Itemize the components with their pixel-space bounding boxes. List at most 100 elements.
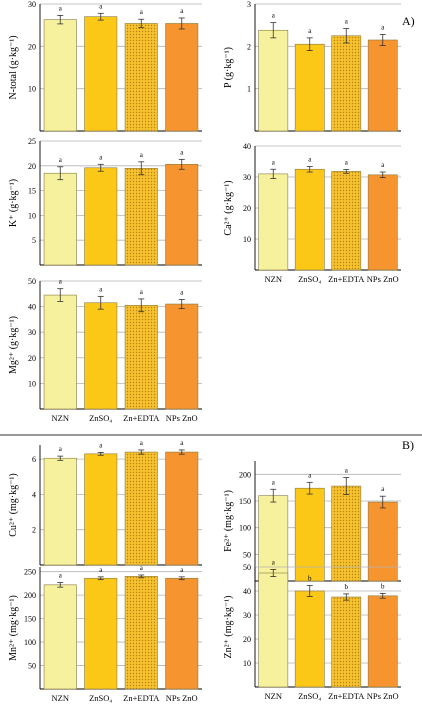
y-axis-label: Zn²⁺ (mg·kg⁻¹) xyxy=(223,596,234,659)
category-label: NPs ZnO xyxy=(367,691,399,701)
ytick-label: 40 xyxy=(28,303,36,312)
chart-n-total: 10 20 30 a a a a N-total (g·kg⁻¹) xyxy=(8,0,202,132)
significance-letter: a xyxy=(59,445,63,453)
significance-letter: a xyxy=(99,566,103,574)
ytick-label: 3 xyxy=(247,0,251,9)
bar xyxy=(124,576,158,690)
chart-k: 5 10 15 20 25 a a a a K⁺ (g·kg⁻¹) xyxy=(8,137,202,266)
ytick-label: 200 xyxy=(24,591,36,600)
category-label: Zn+EDTA xyxy=(123,693,160,703)
chart-mg: 10 20 30 40 50 a NZN a ZnSO₄ a Zn+EDTA a NPs ZnO Mg²⁺… xyxy=(8,277,202,423)
y-axis-label: Fe²⁺ (mg·kg⁻¹) xyxy=(223,490,234,552)
significance-letter: a xyxy=(345,18,349,26)
significance-letter: a xyxy=(59,4,63,12)
bar xyxy=(294,590,325,688)
significance-letter: a xyxy=(140,8,144,16)
ytick-label: 5 xyxy=(32,236,36,245)
category-label: ZnSO₄ xyxy=(298,691,321,701)
bar xyxy=(43,294,77,410)
category-label: ZnSO₄ xyxy=(298,274,321,284)
significance-letter: a xyxy=(272,478,276,486)
category-label: Zn+EDTA xyxy=(123,413,160,423)
ytick-label: 20 xyxy=(28,42,36,51)
significance-letter: a xyxy=(272,558,276,566)
bar xyxy=(124,451,158,566)
significance-letter: a xyxy=(180,148,184,156)
bar xyxy=(84,167,118,266)
chart-fe: 50 100 150 200 a a a a Fe²⁺ (mg·kg⁻¹) xyxy=(223,461,401,582)
significance-letter: a xyxy=(272,12,276,20)
bar xyxy=(165,164,199,266)
significance-letter: a xyxy=(140,151,144,159)
y-axis-label: K⁺ (g·kg⁻¹) xyxy=(8,179,19,227)
ytick-label: 100 xyxy=(239,524,251,533)
ytick-label: 6 xyxy=(32,455,36,464)
ytick-label: 40 xyxy=(243,587,251,596)
ytick-label: 250 xyxy=(24,568,36,577)
chart-zn: 10 20 30 40 50 a NZN b ZnSO₄ b Zn+EDTA b NPs ZnO Zn²⁺… xyxy=(223,558,401,701)
bar xyxy=(367,174,398,271)
bar xyxy=(124,23,158,132)
significance-letter: a xyxy=(180,566,184,574)
significance-letter: a xyxy=(345,467,349,475)
bar xyxy=(258,495,289,582)
category-label: NZN xyxy=(265,274,282,284)
bar xyxy=(294,43,325,132)
y-axis-label: N-total (g·kg⁻¹) xyxy=(8,35,19,99)
category-label: NZN xyxy=(52,693,69,703)
bar xyxy=(331,596,362,688)
bar xyxy=(294,168,325,271)
section-a-divider xyxy=(0,434,422,436)
bar xyxy=(84,302,118,410)
significance-letter: a xyxy=(345,159,349,167)
bar xyxy=(331,171,362,271)
ytick-label: 50 xyxy=(28,662,36,671)
significance-letter: a xyxy=(140,288,144,296)
bar xyxy=(367,595,398,688)
ytick-label: 25 xyxy=(28,137,36,146)
ytick-label: 20 xyxy=(243,635,251,644)
bar xyxy=(124,167,158,266)
ytick-label: 2 xyxy=(32,526,36,535)
significance-letter: a xyxy=(99,2,103,10)
ytick-label: 40 xyxy=(243,142,251,151)
bar xyxy=(43,172,77,266)
bar xyxy=(165,577,199,690)
category-label: NZN xyxy=(265,691,282,701)
ytick-label: 20 xyxy=(28,354,36,363)
significance-letter: a xyxy=(59,278,63,286)
bar xyxy=(43,457,77,566)
ytick-label: 30 xyxy=(28,328,36,337)
y-axis-label: Mg²⁺ (g·kg⁻¹) xyxy=(8,316,19,374)
ytick-label: 10 xyxy=(243,235,251,244)
significance-letter: a xyxy=(99,153,103,161)
bar xyxy=(84,453,118,566)
bar xyxy=(43,19,77,132)
ytick-label: 1 xyxy=(247,85,251,94)
y-axis-label: P (g·kg⁻¹) xyxy=(223,47,234,88)
category-label: Zn+EDTA xyxy=(328,691,365,701)
chart-ca: 10 20 30 40 a NZN a ZnSO₄ a Zn+EDTA a NPs ZnO Ca²⁺ (… xyxy=(223,142,401,284)
bar xyxy=(165,303,199,410)
category-label: NPs ZnO xyxy=(367,274,399,284)
y-axis-label: Mn²⁺ (mg·kg⁻¹) xyxy=(8,595,19,661)
chart-mn: 50 100 150 200 250 a NZN a ZnSO₄ a Zn+EDTA a NPs ZnO… xyxy=(8,564,202,703)
bar xyxy=(258,173,289,271)
ytick-label: 50 xyxy=(243,550,251,559)
section-a-label: A) xyxy=(402,14,415,28)
ytick-label: 30 xyxy=(243,611,251,620)
bar xyxy=(124,305,158,410)
significance-letter: b xyxy=(381,582,385,590)
y-axis-label: Ca²⁺ (g·kg⁻¹) xyxy=(223,180,234,235)
significance-letter: b xyxy=(345,583,349,591)
category-label: NPs ZnO xyxy=(166,693,198,703)
bar xyxy=(294,487,325,582)
ytick-label: 30 xyxy=(243,173,251,182)
ytick-label: 20 xyxy=(243,204,251,213)
significance-letter: a xyxy=(140,439,144,447)
significance-letter: a xyxy=(381,485,385,493)
bar xyxy=(165,451,199,566)
significance-letter: a xyxy=(272,158,276,166)
ytick-label: 10 xyxy=(28,211,36,220)
